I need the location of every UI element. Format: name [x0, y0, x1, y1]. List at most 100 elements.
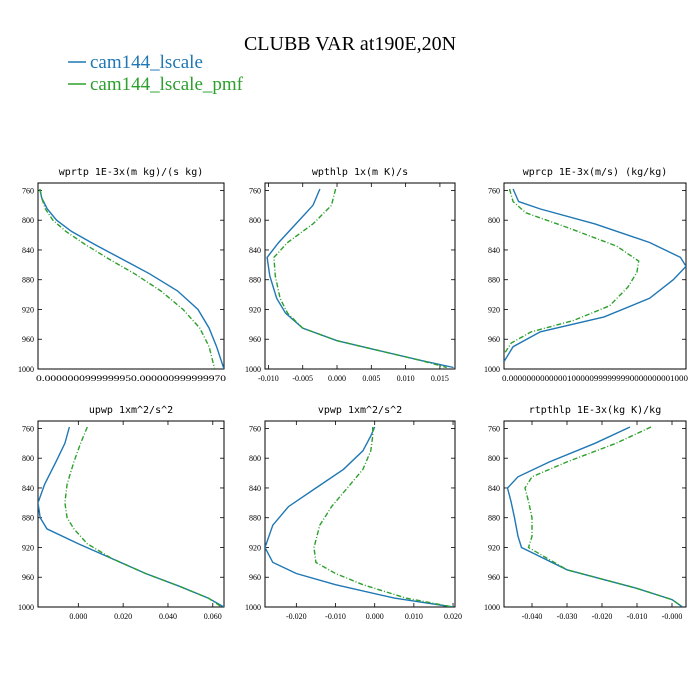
- series-line-2: [39, 188, 216, 369]
- x-tick-label: 0.010: [397, 374, 415, 383]
- panel-4: upwp 1xm^2/s^2 760 800 840 880 920 960 1000 0.00…: [18, 405, 225, 621]
- panel-title: wpthlp 1x(m K)/s: [312, 167, 408, 178]
- series-line-1: [266, 188, 454, 369]
- y-tick-label: 880: [249, 514, 261, 523]
- x-tick-labels-overlapped: 0.0000000999999950.000000999999970: [36, 374, 226, 383]
- x-tick-label: -0.040: [522, 612, 543, 621]
- panel-title: vpwp 1xm^2/s^2: [318, 405, 402, 416]
- y-tick-label: 760: [22, 424, 34, 433]
- y-tick-label: 840: [488, 246, 500, 255]
- y-tick-label: 760: [488, 186, 500, 195]
- y-tick-label: 1000: [18, 603, 34, 612]
- y-tick-label: 840: [22, 484, 34, 493]
- panels: wprtp 1E-3x(m kg)/(s kg) 760 800 840 880 920 9…: [18, 167, 688, 621]
- x-tick-label: 0.005: [362, 374, 380, 383]
- x-tick-label: -0.000: [662, 612, 683, 621]
- y-tick-label: 840: [488, 484, 500, 493]
- y-tick-label: 960: [22, 573, 34, 582]
- plot-frame: [37, 182, 225, 370]
- series-line-2: [273, 188, 447, 369]
- series-line-1: [38, 426, 224, 607]
- x-tick-label: 0.000: [366, 612, 384, 621]
- y-tick-label: 920: [22, 305, 34, 314]
- y-tick-label: 1000: [484, 365, 500, 374]
- y-tick-label: 760: [249, 424, 261, 433]
- y-tick-label: 880: [249, 276, 261, 285]
- y-tick-label: 880: [488, 276, 500, 285]
- y-tick-label: 800: [249, 454, 261, 463]
- y-tick-label: 840: [249, 484, 261, 493]
- y-tick-label: 760: [22, 186, 34, 195]
- legend-label-1: cam144_lscale: [90, 52, 203, 73]
- plot-frame: [264, 182, 456, 370]
- x-tick-label: -0.005: [292, 374, 313, 383]
- y-tick-label: 1000: [245, 603, 261, 612]
- y-tick-label: 800: [488, 216, 500, 225]
- y-tick-label: 960: [488, 335, 500, 344]
- panel-1: wprtp 1E-3x(m kg)/(s kg) 760 800 840 880 920 9…: [18, 167, 226, 383]
- y-tick-label: 960: [22, 335, 34, 344]
- y-tick-label: 880: [488, 514, 500, 523]
- panel-2: wpthlp 1x(m K)/s7608008408809209601000-0…: [245, 167, 456, 383]
- y-tick-label: 1000: [245, 365, 261, 374]
- y-tick-label: 920: [488, 543, 500, 552]
- x-tick-label: -0.020: [592, 612, 613, 621]
- plot-frame: [503, 420, 687, 608]
- plot-frame: [264, 420, 456, 608]
- x-tick-label: 0.060: [204, 612, 222, 621]
- panel-title: rtpthlp 1E-3x(kg K)/kg: [529, 405, 661, 416]
- series-line-1: [39, 188, 224, 369]
- x-tick-labels-overlapped: 0.00000000000001000009999999900000000010…: [502, 374, 688, 383]
- y-tick-label: 800: [22, 454, 34, 463]
- x-tick-label: -0.010: [627, 612, 648, 621]
- y-tick-label: 920: [249, 305, 261, 314]
- series-line-1: [504, 188, 686, 362]
- x-tick-label: -0.030: [557, 612, 578, 621]
- y-tick-label: 920: [488, 305, 500, 314]
- y-tick-label: 800: [488, 454, 500, 463]
- series-line-1: [265, 426, 454, 607]
- x-tick-label: 0.020: [444, 612, 462, 621]
- panel-title: wprcp 1E-3x(m/s) (kg/kg): [523, 167, 668, 178]
- figure-title: CLUBB VAR at190E,20N: [244, 33, 456, 55]
- x-tick-label: 0.000: [328, 374, 346, 383]
- y-tick-label: 920: [249, 543, 261, 552]
- x-tick-label: 0.000: [69, 612, 87, 621]
- y-tick-label: 960: [488, 573, 500, 582]
- panel-title: wprtp 1E-3x(m kg)/(s kg): [59, 167, 204, 178]
- panel-6: rtpthlp 1E-3x(kg K)/kg 760 800 840 880 920 960…: [484, 405, 687, 621]
- y-tick-label: 1000: [484, 603, 500, 612]
- y-tick-label: 760: [249, 186, 261, 195]
- panel-title: upwp 1xm^2/s^2: [89, 405, 173, 416]
- y-tick-label: 840: [22, 246, 34, 255]
- y-tick-label: 880: [22, 514, 34, 523]
- x-tick-label: 0.015: [431, 374, 449, 383]
- y-tick-label: 760: [488, 424, 500, 433]
- x-tick-label: 0.040: [159, 612, 177, 621]
- y-tick-label: 800: [22, 216, 34, 225]
- x-tick-label: 0.010: [405, 612, 423, 621]
- x-tick-label: -0.020: [286, 612, 307, 621]
- series-line-2: [504, 188, 640, 355]
- series-line-1: [506, 426, 683, 607]
- y-tick-label: 840: [249, 246, 261, 255]
- y-tick-label: 960: [249, 573, 261, 582]
- series-line-2: [313, 427, 454, 607]
- series-line-2: [64, 426, 223, 607]
- y-tick-label: 920: [22, 543, 34, 552]
- series-line-2: [524, 426, 683, 607]
- y-tick-label: 880: [22, 276, 34, 285]
- x-tick-label: -0.010: [325, 612, 346, 621]
- x-tick-label: -0.010: [258, 374, 279, 383]
- x-tick-label: 0.020: [114, 612, 132, 621]
- legend: cam144_lscale cam144_lscale_pmf: [68, 52, 244, 95]
- panel-3: wprcp 1E-3x(m/s) (kg/kg) 760 800 840 880 920 9…: [484, 167, 688, 383]
- panel-5: vpwp 1xm^2/s^2 760 800 840 880 920 960 1000 -0.0…: [245, 405, 462, 621]
- legend-label-2: cam144_lscale_pmf: [90, 74, 244, 95]
- y-tick-label: 960: [249, 335, 261, 344]
- y-tick-label: 800: [249, 216, 261, 225]
- plot-frame: [37, 420, 225, 608]
- y-tick-label: 1000: [18, 365, 34, 374]
- plot-frame: [503, 182, 687, 370]
